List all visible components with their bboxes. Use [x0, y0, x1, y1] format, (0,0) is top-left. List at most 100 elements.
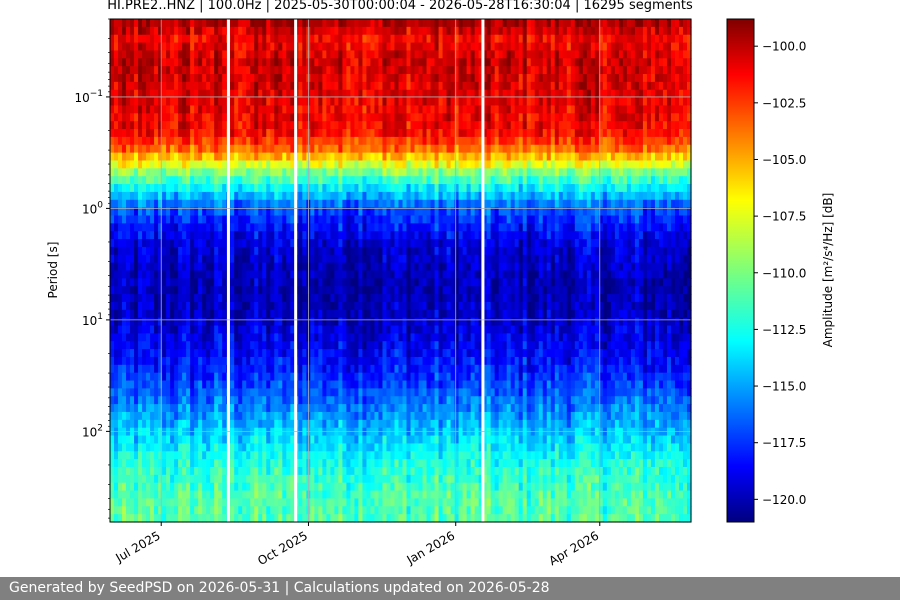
heatmap-cell: [254, 286, 259, 295]
heatmap-cell: [190, 325, 195, 334]
heatmap-cell: [178, 301, 183, 311]
heatmap-cell: [210, 168, 215, 177]
heatmap-cell: [354, 262, 360, 272]
heatmap-cell: [214, 191, 219, 201]
heatmap-cell: [194, 364, 199, 374]
heatmap-cell: [414, 427, 420, 437]
heatmap-cell: [342, 191, 348, 201]
heatmap-cell: [274, 246, 279, 256]
heatmap-cell: [114, 254, 119, 264]
heatmap-cell: [142, 388, 147, 397]
heatmap-cell: [230, 191, 235, 201]
heatmap-cell: [158, 506, 163, 515]
heatmap-cell: [202, 184, 207, 193]
heatmap-cell: [174, 514, 179, 523]
heatmap-cell: [350, 301, 356, 311]
heatmap-cell: [174, 121, 179, 130]
heatmap-cell: [370, 514, 376, 523]
heatmap-cell: [146, 42, 151, 52]
heatmap-cell: [358, 286, 364, 295]
heatmap-cell: [278, 317, 283, 327]
heatmap-cell: [254, 160, 259, 169]
heatmap-cell: [254, 136, 259, 146]
heatmap-cell: [198, 231, 203, 240]
heatmap-cell: [158, 466, 163, 476]
heatmap-cell: [266, 333, 271, 342]
heatmap-cell: [238, 317, 243, 327]
heatmap-cell: [298, 474, 303, 484]
heatmap-cell: [162, 105, 167, 114]
heatmap-cell: [298, 19, 303, 28]
heatmap-cell: [130, 19, 135, 28]
heatmap-cell: [350, 176, 356, 185]
heatmap-cell: [230, 333, 235, 342]
heatmap-cell: [126, 301, 131, 311]
heatmap-cell: [206, 506, 211, 515]
heatmap-cell: [222, 349, 227, 358]
heatmap-cell: [110, 356, 115, 366]
heatmap-cell: [166, 168, 171, 177]
heatmap-cell: [210, 215, 215, 224]
heatmap-cell: [158, 451, 163, 460]
heatmap-cell: [234, 254, 239, 264]
heatmap-cell: [198, 168, 203, 177]
heatmap-cell: [374, 184, 380, 193]
heatmap-cell: [186, 404, 191, 413]
heatmap-cell: [366, 231, 372, 240]
heatmap-cell: [242, 34, 247, 44]
heatmap-cell: [162, 451, 167, 460]
heatmap-cell: [402, 105, 408, 114]
heatmap-cell: [346, 144, 352, 154]
heatmap-cell: [282, 286, 287, 295]
heatmap-cell: [270, 121, 275, 130]
heatmap-cell: [202, 160, 207, 169]
heatmap-cell: [358, 50, 364, 59]
heatmap-cell: [310, 168, 315, 177]
heatmap-cell: [198, 341, 203, 350]
heatmap-cell: [170, 466, 175, 476]
heatmap-cell: [330, 42, 335, 52]
heatmap-cell: [354, 380, 360, 389]
heatmap-cell: [286, 278, 291, 287]
heatmap-cell: [234, 239, 239, 248]
heatmap-cell: [246, 286, 251, 295]
heatmap-cell: [122, 466, 127, 476]
heatmap-cell: [166, 349, 171, 358]
heatmap-cell: [134, 129, 139, 138]
heatmap-cell: [374, 356, 380, 366]
heatmap-cell: [258, 270, 263, 279]
heatmap-cell: [410, 168, 416, 177]
heatmap-cell: [322, 74, 327, 83]
heatmap-cell: [270, 482, 275, 492]
heatmap-cell: [242, 246, 247, 256]
heatmap-cell: [150, 152, 155, 162]
heatmap-cell: [342, 239, 348, 248]
heatmap-cell: [238, 199, 243, 209]
heatmap-cell: [246, 459, 251, 468]
heatmap-cell: [270, 26, 275, 36]
heatmap-cell: [206, 278, 211, 287]
heatmap-cell: [314, 404, 319, 413]
heatmap-cell: [254, 129, 259, 138]
heatmap-cell: [370, 419, 376, 429]
heatmap-cell: [418, 246, 424, 256]
heatmap-cell: [326, 152, 331, 162]
heatmap-cell: [178, 42, 183, 52]
heatmap-cell: [342, 74, 348, 83]
heatmap-cell: [278, 26, 283, 36]
heatmap-cell: [402, 451, 408, 460]
heatmap-cell: [230, 514, 235, 523]
heatmap-cell: [366, 380, 372, 389]
heatmap-cell: [358, 380, 364, 389]
heatmap-cell: [286, 301, 291, 311]
heatmap-cell: [390, 380, 396, 389]
heatmap-cell: [126, 380, 131, 389]
heatmap-cell: [322, 81, 327, 91]
heatmap-cell: [150, 490, 155, 500]
heatmap-cell: [250, 278, 255, 287]
heatmap-cell: [214, 419, 219, 429]
heatmap-cell: [250, 270, 255, 279]
heatmap-cell: [110, 34, 115, 44]
heatmap-cell: [218, 435, 223, 445]
heatmap-cell: [250, 333, 255, 342]
